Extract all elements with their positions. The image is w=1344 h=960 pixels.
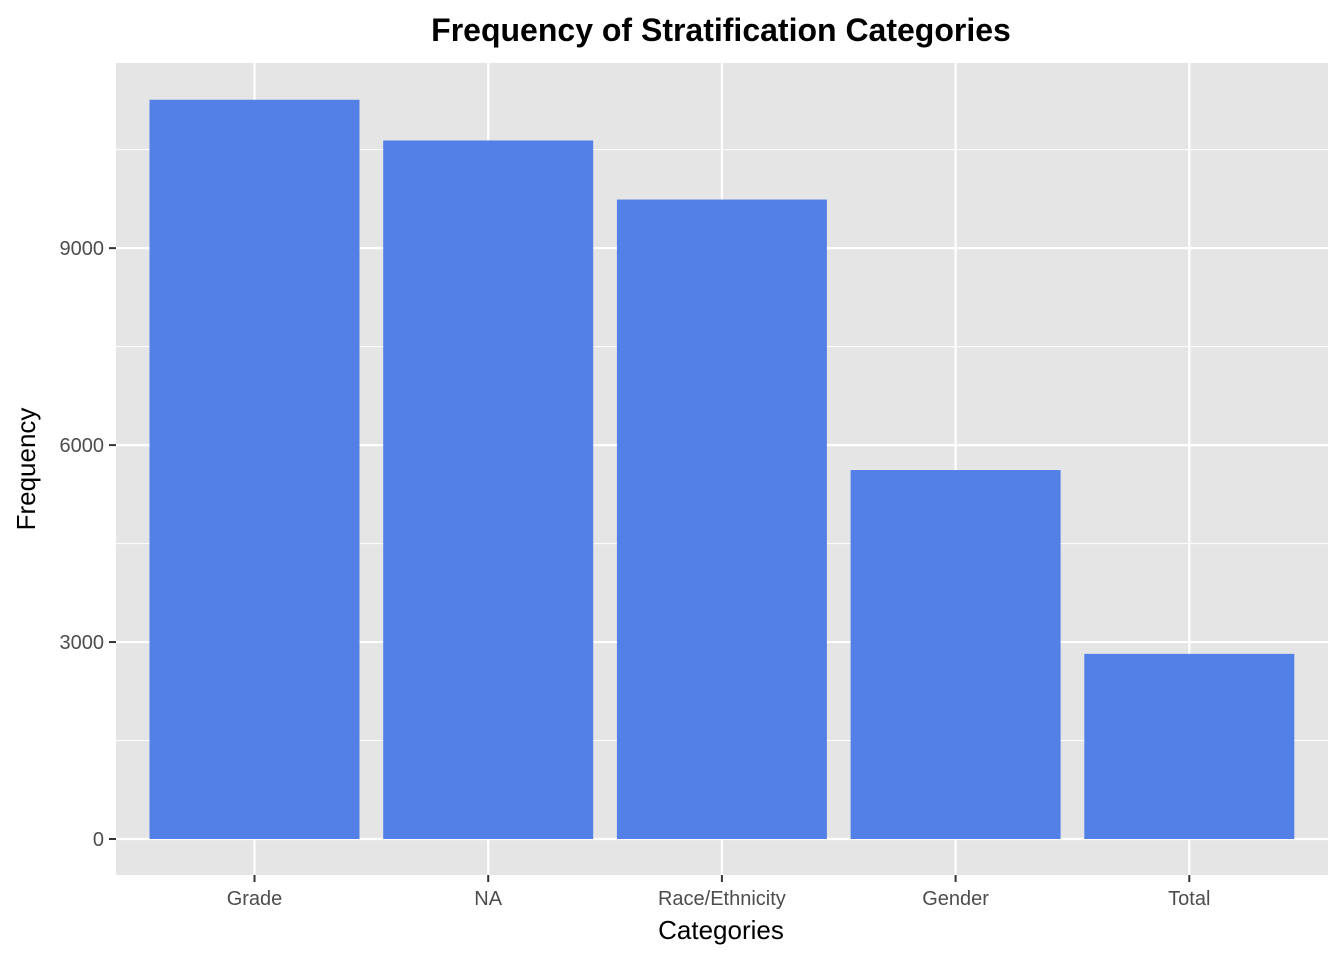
x-tick-label: Total: [1168, 888, 1210, 910]
x-axis-title: Categories: [658, 915, 784, 945]
y-axis-title: Frequency: [11, 408, 41, 531]
bar-gender: [850, 470, 1061, 839]
bar-na: [383, 140, 594, 840]
y-tick-label: 6000: [60, 435, 105, 457]
y-axis: 0 3000 6000 9000: [60, 238, 116, 851]
y-tick-label: 3000: [60, 632, 105, 654]
bar-race-ethnicity: [616, 199, 827, 839]
x-tick-label: NA: [474, 888, 502, 910]
x-tick-label: Race/Ethnicity: [658, 888, 786, 910]
x-tick-label: Grade: [227, 888, 283, 910]
bars: [149, 99, 1295, 840]
chart-title: Frequency of Stratification Categories: [431, 12, 1011, 48]
y-tick-label: 0: [93, 829, 104, 851]
x-tick-label: Gender: [922, 888, 989, 910]
bar-total: [1084, 653, 1295, 839]
bar-grade: [149, 99, 360, 839]
y-tick-label: 9000: [60, 238, 105, 260]
x-axis: Grade NA Race/Ethnicity Gender Total: [227, 875, 1210, 910]
